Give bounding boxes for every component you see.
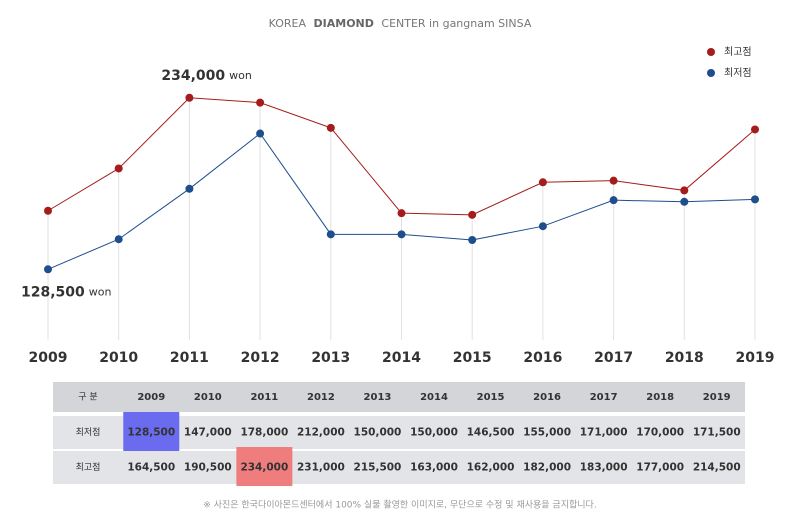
x-tick-label: 2013 [311, 350, 350, 366]
table-cell: 155,000 [523, 427, 571, 439]
table-cell: 147,000 [184, 427, 232, 439]
table-header: 2017 [590, 392, 618, 403]
table-cell: 171,500 [693, 427, 741, 439]
x-tick-label: 2016 [523, 350, 562, 366]
table-cell: 182,000 [523, 462, 571, 474]
x-tick-label: 2009 [29, 350, 68, 366]
table-header: 2012 [307, 392, 335, 403]
x-tick-label: 2014 [382, 350, 421, 366]
annotation-unit: won [89, 285, 112, 298]
data-point [609, 196, 618, 205]
table-header: 2019 [703, 392, 731, 403]
data-point [538, 222, 547, 231]
legend-marker [707, 48, 715, 56]
data-point [44, 206, 52, 215]
title-part: CENTER in gangnam SINSA [381, 17, 531, 30]
table-cell: 최고점 [76, 461, 101, 473]
x-tick-label: 2015 [453, 350, 492, 366]
table-header: 2016 [533, 392, 561, 403]
data-point [326, 230, 335, 239]
table-cell: 190,500 [184, 462, 232, 474]
table-header: 2010 [194, 392, 222, 403]
data-point [468, 210, 477, 219]
cell-highlight [236, 447, 293, 486]
x-tick-label: 2019 [736, 350, 775, 366]
table-header-bg [53, 382, 745, 412]
table-cell: 178,000 [240, 427, 288, 439]
title-part: DIAMOND [314, 17, 374, 30]
table-header: 2014 [420, 392, 448, 403]
x-tick-label: 2017 [594, 350, 633, 366]
table-cell: 231,000 [297, 462, 345, 474]
table-cell: 146,500 [467, 427, 515, 439]
chart-title: KOREA DIAMOND CENTER in gangnam SINSA [269, 17, 532, 30]
table-header: 2009 [137, 392, 165, 403]
data-point [256, 129, 265, 138]
annotation-unit: won [229, 69, 252, 82]
data-point [680, 197, 689, 206]
annotation: 234,000 won [161, 68, 251, 84]
table-cell: 183,000 [580, 462, 628, 474]
legend-label: 최고점 [724, 46, 752, 58]
table-cell: 최저점 [76, 426, 101, 438]
data-point [114, 235, 123, 244]
table-cell: 177,000 [636, 462, 684, 474]
table-cell: 215,500 [354, 462, 402, 474]
data-point [185, 93, 194, 102]
table-header: 2011 [250, 392, 278, 403]
annotation: 128,500 won [21, 284, 111, 300]
data-point [326, 123, 335, 132]
table-header: 2015 [477, 392, 505, 403]
table-header: 2018 [646, 392, 674, 403]
table-cell: 164,500 [127, 462, 175, 474]
data-point [538, 178, 547, 187]
data-point [397, 230, 406, 239]
data-point [256, 98, 265, 107]
table-cell: 150,000 [354, 427, 402, 439]
table-cell: 214,500 [693, 462, 741, 474]
cell-highlight [123, 412, 180, 451]
x-tick-label: 2018 [665, 350, 704, 366]
legend-marker [707, 69, 715, 77]
table-cell: 212,000 [297, 427, 345, 439]
table-header: 2013 [364, 392, 392, 403]
data-point [114, 164, 123, 173]
table-row-bg [53, 451, 745, 484]
table-cell: 128,500 [127, 427, 175, 439]
footnote: ※ 사진은 한국다이아몬드센터에서 100% 실물 촬영한 이미지로, 무단으로… [203, 499, 596, 511]
x-tick-label: 2010 [99, 350, 138, 366]
table-cell: 170,000 [636, 427, 684, 439]
data-point [751, 125, 759, 134]
data-point [185, 184, 194, 193]
table-cell: 162,000 [467, 462, 515, 474]
annotation-value: 128,500 [21, 284, 85, 300]
table-cell: 171,000 [580, 427, 628, 439]
x-tick-label: 2011 [170, 350, 209, 366]
table-header: 구 분 [78, 392, 97, 403]
data-point [609, 176, 618, 185]
legend-label: 최저점 [724, 67, 752, 79]
annotation-value: 234,000 [161, 68, 225, 84]
x-tick-label: 2012 [241, 350, 280, 366]
data-point [751, 195, 759, 204]
table-cell: 150,000 [410, 427, 458, 439]
data-point [44, 265, 52, 274]
title-part: KOREA [269, 17, 307, 30]
data-point [397, 209, 406, 218]
series-line [47, 97, 756, 216]
table-cell: 163,000 [410, 462, 458, 474]
data-point [468, 236, 477, 245]
table-cell: 234,000 [240, 462, 288, 474]
data-point [680, 186, 689, 195]
